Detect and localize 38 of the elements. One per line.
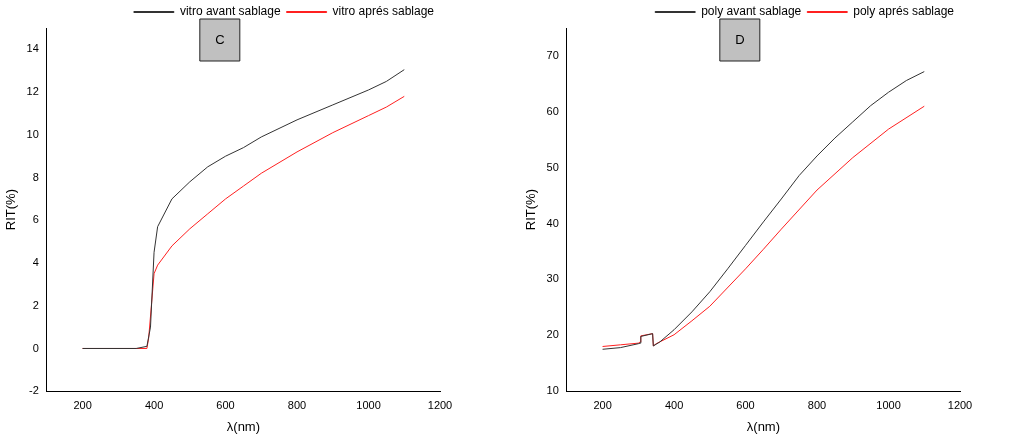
y-axis-title: RIT(%) <box>523 189 539 231</box>
x-tick-label: 400 <box>664 398 684 411</box>
x-tick-label: 600 <box>216 398 235 411</box>
x-tick-label: 800 <box>807 398 827 411</box>
y-tick-label: 8 <box>32 170 39 183</box>
x-tick-label: 1200 <box>947 398 973 411</box>
y-axis-title: RIT(%) <box>3 189 19 231</box>
y-tick-label: 30 <box>546 272 559 285</box>
y-tick-label: 60 <box>546 104 559 117</box>
x-axis-title: λ(nm) <box>746 418 781 434</box>
x-axis-title: λ(nm) <box>226 418 261 434</box>
x-tick-label: 1000 <box>356 398 381 411</box>
y-tick-label: 20 <box>546 328 559 341</box>
y-tick-label: 12 <box>26 85 39 98</box>
y-tick-label: 0 <box>32 341 39 354</box>
legend-label: poly avant sablage <box>701 4 802 19</box>
x-tick-label: 200 <box>73 398 92 411</box>
y-tick-label: 4 <box>32 256 39 269</box>
y-tick-label: -2 <box>29 384 39 397</box>
y-tick-label: 10 <box>546 384 559 397</box>
y-tick-label: 10 <box>26 127 39 140</box>
legend-label: vitro aprés sablage <box>332 4 435 19</box>
y-tick-label: 70 <box>546 48 559 61</box>
x-tick-label: 800 <box>287 398 307 411</box>
x-tick-label: 400 <box>144 398 164 411</box>
x-tick-label: 1200 <box>427 398 453 411</box>
y-tick-label: 50 <box>546 160 559 173</box>
y-tick-label: 14 <box>26 42 39 55</box>
annotation: C <box>215 31 225 47</box>
x-tick-label: 600 <box>736 398 755 411</box>
y-tick-label: 40 <box>546 216 559 229</box>
annotation: D <box>735 31 745 47</box>
y-tick-label: 6 <box>32 213 39 226</box>
legend-label: vitro avant sablage <box>179 4 281 19</box>
x-tick-label: 1000 <box>876 398 901 411</box>
y-tick-label: 2 <box>32 298 39 311</box>
x-tick-label: 200 <box>593 398 612 411</box>
legend-label: poly aprés sablage <box>853 4 955 19</box>
